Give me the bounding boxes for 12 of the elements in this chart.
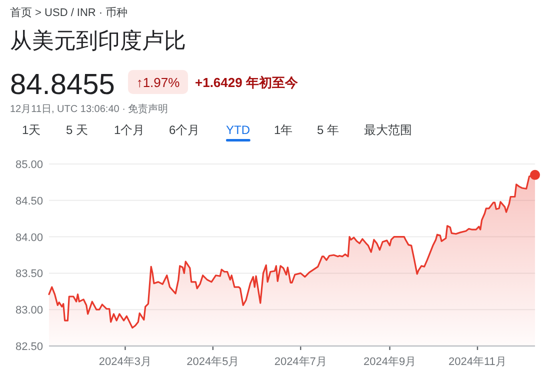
y-tick-label: 83.00 [15, 304, 43, 317]
y-tick-label: 84.50 [15, 195, 43, 208]
x-tick-label: 2024年3月 [98, 356, 152, 368]
y-tick-label: 85.00 [15, 159, 43, 171]
y-tick-label: 82.50 [15, 341, 43, 353]
x-tick-label: 2024年7月 [274, 356, 327, 368]
chart-title: 从美元到印度卢比 [10, 28, 186, 53]
x-tick-label: 2024年9月 [363, 356, 416, 368]
y-tick-label: 84.00 [15, 232, 43, 244]
y-tick-label: 83.50 [15, 268, 43, 280]
x-tick-label: 2024年11月 [448, 356, 506, 368]
x-tick-label: 2024年5月 [186, 356, 240, 368]
